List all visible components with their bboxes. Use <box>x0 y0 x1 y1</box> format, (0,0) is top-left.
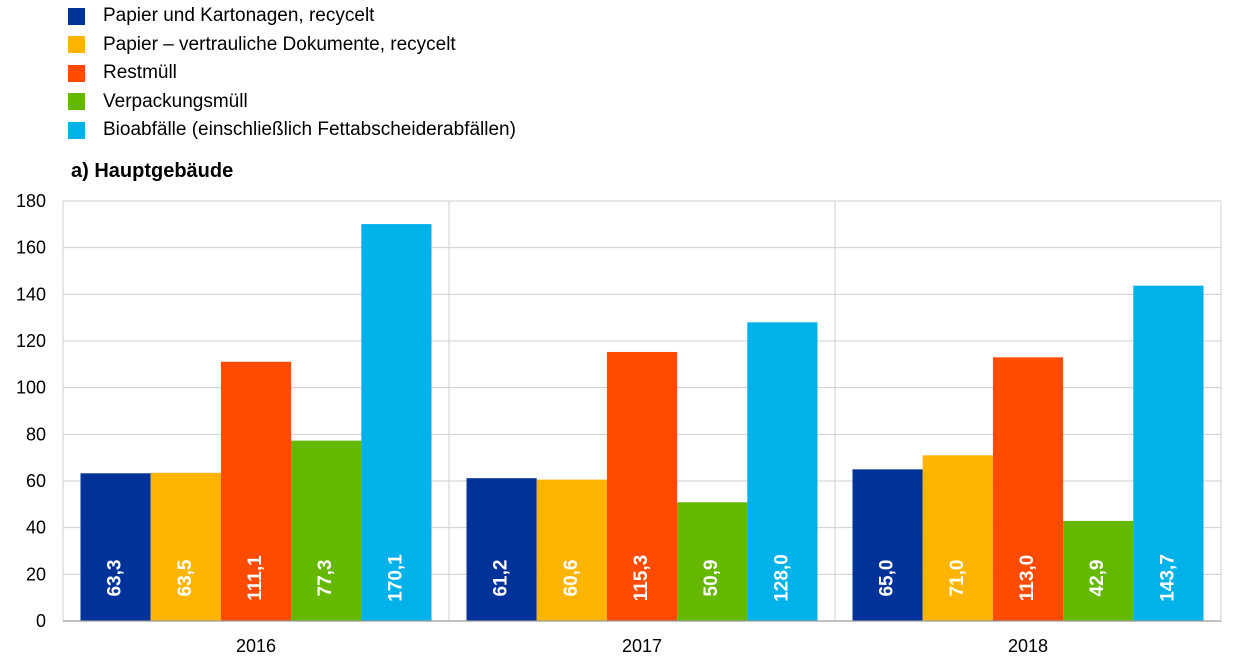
bar-value-label: 61,2 <box>491 560 512 597</box>
y-tick-label: 160 <box>16 238 46 258</box>
y-tick-label: 120 <box>16 331 46 351</box>
bar-value-label: 113,0 <box>1017 555 1038 602</box>
y-tick-label: 80 <box>26 424 46 444</box>
legend-item: Papier und Kartonagen, recycelt <box>68 2 516 31</box>
bar <box>992 357 1064 621</box>
legend-label: Restmüll <box>103 62 177 84</box>
bar <box>852 469 923 621</box>
y-tick-label: 40 <box>26 518 46 538</box>
bar-value-label: 170,1 <box>385 554 406 602</box>
bar <box>361 224 432 621</box>
y-tick-label: 0 <box>36 611 46 631</box>
legend-item: Bioabfälle (einschließlich Fettabscheide… <box>68 116 516 145</box>
bar <box>536 479 607 621</box>
bar-value-label: 111,1 <box>245 555 266 601</box>
x-tick-label: 2016 <box>236 636 276 656</box>
bar-value-label: 42,9 <box>1087 560 1108 597</box>
y-tick-label: 20 <box>26 564 46 584</box>
x-tick-label: 2017 <box>622 636 662 656</box>
bar <box>220 361 292 621</box>
bar <box>677 502 748 621</box>
legend-label: Papier und Kartonagen, recycelt <box>103 5 375 27</box>
legend-swatch-bio <box>68 121 85 139</box>
legend-label: Bioabfälle (einschließlich Fettabscheide… <box>103 119 516 141</box>
bar <box>291 440 362 621</box>
bar <box>747 322 818 621</box>
bar-value-label: 143,7 <box>1157 554 1178 602</box>
y-tick-label: 100 <box>16 378 46 398</box>
bar <box>922 455 993 621</box>
bar <box>466 478 537 621</box>
bar-value-label: 128,0 <box>771 554 792 602</box>
y-tick-label: 140 <box>16 284 46 304</box>
bar-value-label: 60,6 <box>561 560 582 597</box>
bar-value-label: 71,0 <box>947 560 968 597</box>
bar-value-label: 63,3 <box>105 560 126 597</box>
bar <box>1133 285 1204 621</box>
legend-swatch-packaging <box>68 93 85 111</box>
bar <box>80 473 151 621</box>
bar-value-label: 50,9 <box>701 560 722 597</box>
bar-value-label: 63,5 <box>175 559 196 596</box>
bar-value-label: 115,3 <box>631 555 652 602</box>
legend-swatch-paper <box>68 7 85 25</box>
y-tick-label: 180 <box>16 191 46 211</box>
bar-value-label: 77,3 <box>315 560 336 597</box>
legend-swatch-residual <box>68 64 85 82</box>
legend-swatch-confidential <box>68 36 85 54</box>
bar-value-label: 65,0 <box>877 560 898 597</box>
legend-item: Restmüll <box>68 59 516 88</box>
legend-label: Verpackungsmüll <box>103 90 248 112</box>
chart-subtitle: a) Hauptgebäude <box>71 160 234 182</box>
bar <box>150 472 221 621</box>
legend: Papier und Kartonagen, recycelt Papier –… <box>68 2 516 145</box>
legend-label: Papier – vertrauliche Dokumente, recycel… <box>103 33 456 55</box>
bar <box>606 351 678 621</box>
y-tick-label: 60 <box>26 471 46 491</box>
legend-item: Papier – vertrauliche Dokumente, recycel… <box>68 31 516 60</box>
legend-item: Verpackungsmüll <box>68 88 516 117</box>
bar <box>1063 520 1134 621</box>
x-tick-label: 2018 <box>1008 636 1048 656</box>
